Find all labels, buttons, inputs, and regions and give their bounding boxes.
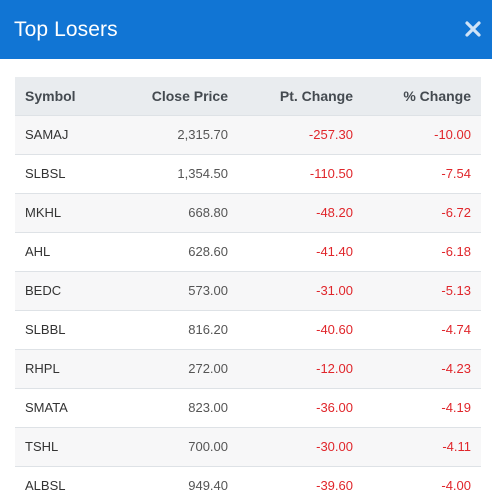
cell-symbol[interactable]: SLBBL	[25, 322, 66, 337]
cell-pt-change: -12.00	[316, 361, 353, 376]
table-row[interactable]: MKHL 668.80 -48.20 -6.72	[15, 193, 481, 232]
cell-symbol[interactable]: BEDC	[25, 283, 62, 298]
table-row[interactable]: RHPL 272.00 -12.00 -4.23	[15, 349, 481, 388]
table-row[interactable]: SLBBL 816.20 -40.60 -4.74	[15, 310, 481, 349]
cell-symbol[interactable]: SLBSL	[25, 166, 66, 181]
cell-pt-change: -39.60	[316, 478, 353, 494]
cell-close-price: 949.40	[188, 478, 228, 494]
column-header-symbol[interactable]: Symbol	[25, 87, 76, 104]
cell-close-price: 628.60	[188, 244, 228, 259]
table-row[interactable]: SMATA 823.00 -36.00 -4.19	[15, 388, 481, 427]
column-header-pt-change[interactable]: Pt. Change	[279, 87, 353, 104]
table-header: Symbol Close Price Pt. Change % Change	[15, 77, 481, 115]
cell-pct-change: -6.18	[441, 244, 471, 259]
header-row: Symbol Close Price Pt. Change % Change	[15, 77, 481, 115]
cell-symbol[interactable]: AHL	[25, 244, 51, 259]
cell-pt-change: -31.00	[316, 283, 353, 298]
cell-close-price: 272.00	[188, 361, 228, 376]
cell-pt-change: -48.20	[316, 205, 353, 220]
cell-symbol[interactable]: SMATA	[25, 400, 68, 415]
modal-header: Top Losers	[0, 0, 492, 59]
cell-pt-change: -36.00	[316, 400, 353, 415]
cell-symbol[interactable]: ALBSL	[25, 478, 66, 494]
cell-pt-change: -110.50	[309, 166, 353, 181]
table-body: SAMAJ 2,315.70 -257.30 -10.00 SLBSL 1,354.50 -…	[15, 115, 481, 500]
cell-symbol[interactable]: MKHL	[25, 205, 62, 220]
cell-symbol[interactable]: RHPL	[25, 361, 60, 376]
cell-close-price: 700.00	[188, 439, 228, 454]
table-row[interactable]: BEDC 573.00 -31.00 -5.13	[15, 271, 481, 310]
cell-pt-change: -40.60	[316, 322, 353, 337]
cell-pct-change: -4.11	[442, 439, 471, 454]
column-header-pct-change[interactable]: % Change	[403, 87, 471, 104]
cell-pct-change: -4.23	[441, 361, 471, 376]
table-row[interactable]: ALBSL 949.40 -39.60 -4.00	[15, 466, 481, 500]
cell-close-price: 573.00	[188, 283, 228, 298]
cell-pct-change: -5.13	[441, 283, 471, 298]
losers-table: Symbol Close Price Pt. Change % Change S…	[15, 77, 481, 500]
cell-pct-change: -7.54	[441, 166, 471, 181]
column-header-close-price[interactable]: Close Price	[151, 87, 228, 104]
close-icon[interactable]	[464, 19, 482, 39]
cell-symbol[interactable]: SAMAJ	[25, 127, 69, 142]
cell-pct-change: -6.72	[441, 205, 471, 220]
modal-title: Top Losers	[14, 17, 118, 41]
cell-pct-change: -4.00	[441, 478, 471, 494]
table-row[interactable]: SAMAJ 2,315.70 -257.30 -10.00	[15, 115, 481, 154]
table-row[interactable]: AHL 628.60 -41.40 -6.18	[15, 232, 481, 271]
cell-pt-change: -30.00	[316, 439, 353, 454]
cell-close-price: 668.80	[188, 205, 228, 220]
cell-pt-change: -41.40	[316, 244, 353, 259]
cell-close-price: 1,354.50	[177, 166, 228, 181]
losers-table-container: Symbol Close Price Pt. Change % Change S…	[15, 77, 481, 500]
cell-pt-change: -257.30	[308, 127, 353, 142]
cell-pct-change: -10.00	[434, 127, 471, 142]
cell-close-price: 816.20	[188, 322, 228, 337]
cell-close-price: 823.00	[188, 400, 228, 415]
cell-symbol[interactable]: TSHL	[25, 439, 59, 454]
cell-pct-change: -4.74	[441, 322, 471, 337]
cell-pct-change: -4.19	[441, 400, 471, 415]
cell-close-price: 2,315.70	[177, 127, 228, 142]
table-row[interactable]: SLBSL 1,354.50 -110.50 -7.54	[15, 154, 481, 193]
table-row[interactable]: TSHL 700.00 -30.00 -4.11	[15, 427, 481, 466]
